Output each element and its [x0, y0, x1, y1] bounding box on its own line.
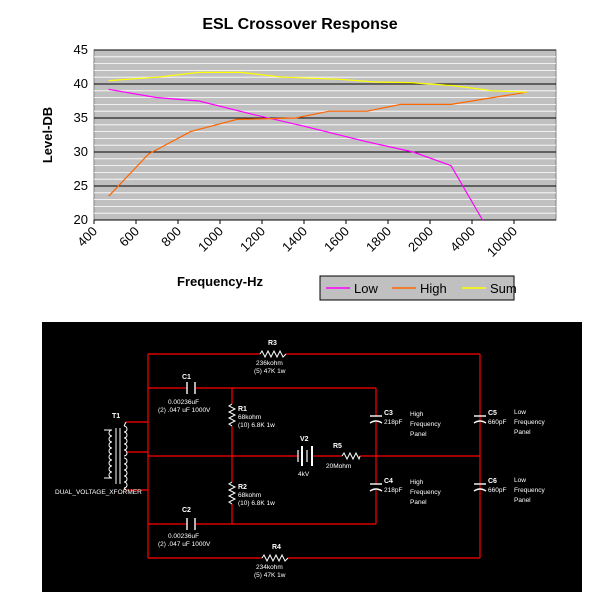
grid-lines — [94, 49, 556, 221]
c1-ref: C1 — [182, 374, 191, 381]
c3-ref: C3 — [384, 410, 393, 417]
y-tick-label: 30 — [74, 144, 88, 159]
x-tick-label: 2000 — [405, 224, 436, 255]
c1-value: 0.00236uF — [168, 399, 199, 406]
r1-note: (10) 6.8K 1w — [238, 422, 275, 429]
c6-panel-2: Frequency — [514, 487, 545, 494]
legend-items: Low High Sum — [326, 281, 517, 296]
c5-panel-1: Low — [514, 409, 526, 416]
resistor-symbols — [227, 349, 361, 563]
legend: Low High Sum — [319, 275, 517, 301]
capacitor-symbols — [186, 382, 487, 530]
t1-name: DUAL_VOLTAGE_XFORMER — [55, 489, 142, 496]
y-tick-label: 45 — [74, 42, 88, 57]
r1-resistor — [227, 403, 237, 427]
r5-resistor — [341, 451, 361, 461]
c4-panel-3: Panel — [410, 499, 427, 506]
r4-note: (5) 47K 1w — [254, 572, 286, 579]
chart-title: ESL Crossover Response — [202, 16, 397, 33]
r3-ref: R3 — [268, 340, 277, 347]
crossover-chart: ESL Crossover Response 20 25 30 35 40 45 400 6… — [40, 16, 557, 301]
r3-note: (5) 47K 1w — [254, 368, 286, 375]
y-axis-ticks: 20 25 30 35 40 45 — [74, 42, 88, 227]
c1-note: (2) .047 uF 1000V — [158, 407, 211, 414]
c6-value: 660pF — [488, 487, 506, 494]
c5-value: 660pF — [488, 419, 506, 426]
y-tick-label: 25 — [74, 178, 88, 193]
y-tick-label: 35 — [74, 110, 88, 125]
plot-area — [93, 49, 557, 221]
c5-panel-2: Frequency — [514, 419, 545, 426]
x-tick-label: 400 — [74, 224, 100, 250]
series-line-low — [108, 88, 484, 221]
x-axis-ticks: 400 600 800 1000 1200 1400 1600 1800 2000 4000 100… — [74, 220, 520, 260]
c6-panel-1: Low — [514, 477, 526, 484]
r2-value: 68kohm — [238, 492, 261, 499]
r2-ref: R2 — [238, 484, 247, 491]
v2-source — [297, 446, 313, 466]
c2-ref: C2 — [182, 507, 191, 514]
x-tick-label: 10000 — [484, 224, 520, 260]
c2-note: (2) .047 uF 1000V — [158, 541, 211, 548]
r5-value: 20Mohm — [326, 463, 351, 470]
r4-resistor — [261, 553, 289, 563]
schematic-wires — [126, 353, 481, 559]
x-tick-label: 1600 — [321, 224, 352, 255]
transformer-symbol — [104, 421, 128, 491]
c4-value: 218pF — [384, 487, 402, 494]
legend-label: Low — [354, 281, 378, 296]
legend-label: High — [420, 281, 447, 296]
y-tick-label: 40 — [74, 76, 88, 91]
x-tick-label: 4000 — [447, 224, 478, 255]
t1-ref: T1 — [112, 413, 120, 420]
r4-ref: R4 — [272, 544, 281, 551]
v2-value: 4kV — [298, 471, 310, 478]
c4-panel-2: Frequency — [410, 489, 441, 496]
crossover-schematic: T1 DUAL_VOLTAGE_XFORMER R3 236kohm (5) 4… — [42, 322, 582, 592]
c5-ref: C5 — [488, 410, 497, 417]
r3-resistor — [259, 349, 287, 359]
c4-ref: C4 — [384, 478, 393, 485]
x-tick-label: 1800 — [363, 224, 394, 255]
x-tick-label: 1400 — [279, 224, 310, 255]
c3-panel-3: Panel — [410, 431, 427, 438]
series-line-high — [108, 91, 527, 197]
v2-ref: V2 — [300, 436, 309, 443]
c3-panel-1: High — [410, 411, 424, 418]
series-lines — [108, 71, 527, 221]
r4-value: 234kohm — [256, 564, 283, 571]
c3-value: 218pF — [384, 419, 402, 426]
r2-resistor — [227, 481, 237, 505]
x-tick-label: 600 — [116, 224, 142, 250]
y-axis-label: Level-DB — [40, 107, 55, 163]
x-tick-label: 1000 — [195, 224, 226, 255]
series-line-sum — [108, 71, 527, 93]
c3-panel-2: Frequency — [410, 421, 441, 428]
c6-ref: C6 — [488, 478, 497, 485]
r1-ref: R1 — [238, 406, 247, 413]
r3-value: 236kohm — [256, 360, 283, 367]
legend-label: Sum — [490, 281, 517, 296]
c5-panel-3: Panel — [514, 429, 531, 436]
r2-note: (10) 6.8K 1w — [238, 500, 275, 507]
x-axis-label: Frequency-Hz — [177, 274, 263, 289]
c4-panel-1: High — [410, 479, 424, 486]
c6-panel-3: Panel — [514, 497, 531, 504]
x-tick-label: 800 — [158, 224, 184, 250]
r1-value: 68kohm — [238, 414, 261, 421]
c2-value: 0.00236uF — [168, 533, 199, 540]
y-tick-label: 20 — [74, 212, 88, 227]
r5-ref: R5 — [333, 443, 342, 450]
x-tick-label: 1200 — [237, 224, 268, 255]
